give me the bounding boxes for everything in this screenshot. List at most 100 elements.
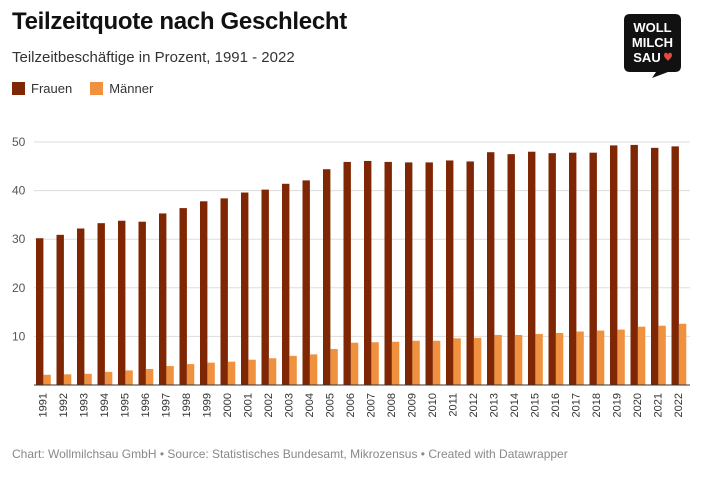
x-tick-label: 2017	[570, 393, 582, 417]
bar-maenner	[227, 361, 236, 385]
bar-maenner	[535, 333, 543, 385]
x-tick-label: 1993	[78, 393, 90, 417]
bar-frauen	[241, 192, 249, 385]
bar-frauen	[569, 152, 577, 385]
x-tick-label: 2019	[611, 393, 623, 417]
bar-frauen	[528, 151, 536, 385]
bar-maenner	[268, 358, 277, 385]
bar-frauen	[364, 160, 372, 385]
bar-frauen	[118, 220, 126, 385]
bar-frauen	[384, 161, 392, 385]
bar-maenner	[391, 341, 400, 385]
bar-maenner	[432, 340, 441, 385]
x-tick-label: 2018	[591, 393, 603, 417]
bar-maenner	[371, 342, 379, 385]
bar-maenner	[186, 364, 195, 385]
y-tick-label: 10	[12, 329, 26, 343]
x-tick-label: 2005	[324, 393, 336, 417]
bar-frauen	[302, 180, 310, 385]
bar-frauen	[507, 154, 515, 385]
bar-maenner	[453, 338, 461, 385]
legend-label-maenner: Männer	[109, 81, 154, 96]
x-tick-label: 2011	[447, 393, 459, 417]
x-tick-label: 2006	[345, 393, 357, 417]
bar-maenner	[330, 349, 338, 385]
bar-maenner	[658, 325, 666, 385]
bar-maenner	[104, 371, 113, 385]
x-tick-label: 2013	[488, 393, 500, 417]
bar-maenner	[309, 354, 318, 385]
y-tick-label: 20	[12, 281, 26, 295]
bar-maenner	[125, 370, 133, 385]
x-tick-label: 1994	[99, 393, 111, 417]
bar-frauen	[446, 160, 454, 385]
y-tick-label: 50	[12, 135, 26, 149]
bar-maenner	[166, 366, 174, 385]
legend-swatch-frauen	[12, 82, 25, 95]
bar-maenner	[84, 373, 92, 385]
x-tick-label: 2001	[242, 393, 254, 417]
legend-item-frauen: Frauen	[12, 81, 72, 96]
logo-line-2: MILCH	[632, 35, 673, 50]
bar-frauen	[179, 208, 187, 385]
bar-frauen	[343, 161, 351, 385]
bar-frauen	[97, 223, 105, 385]
bar-frauen	[159, 213, 167, 385]
bar-frauen	[36, 238, 44, 385]
bar-frauen	[77, 228, 85, 385]
x-tick-label: 1992	[58, 393, 70, 417]
bar-maenner	[289, 355, 297, 385]
x-tick-label: 1997	[160, 393, 172, 417]
bar-maenner	[145, 368, 154, 385]
bar-frauen	[610, 145, 618, 385]
x-tick-label: 1991	[37, 393, 49, 417]
x-tick-label: 2009	[406, 393, 418, 417]
bar-frauen	[220, 198, 228, 385]
bar-maenner	[637, 326, 646, 385]
chart-subtitle: Teilzeitbeschäftige in Prozent, 1991 - 2…	[12, 49, 295, 66]
bar-maenner	[555, 332, 564, 385]
bar-frauen	[56, 234, 64, 385]
bar-maenner	[514, 334, 523, 385]
bar-maenner	[207, 362, 215, 385]
x-tick-label: 2022	[673, 393, 685, 417]
x-tick-label: 2014	[509, 393, 521, 417]
x-tick-label: 1999	[201, 393, 213, 417]
x-tick-label: 2021	[652, 393, 664, 417]
bar-frauen	[425, 162, 433, 385]
x-tick-label: 2012	[468, 393, 480, 417]
bar-frauen	[323, 169, 331, 385]
x-tick-label: 2004	[304, 393, 316, 417]
x-tick-label: 2002	[263, 393, 275, 417]
x-tick-label: 2007	[365, 393, 377, 417]
bar-maenner	[350, 342, 359, 385]
x-tick-label: 1995	[119, 393, 131, 417]
logo-line-3: SAU	[633, 50, 660, 65]
bar-frauen	[466, 161, 474, 385]
bar-frauen	[405, 162, 413, 385]
bar-frauen	[671, 146, 679, 385]
bar-frauen	[630, 144, 638, 385]
bar-maenner	[412, 340, 420, 385]
bar-frauen	[589, 152, 597, 385]
bar-maenner	[596, 330, 605, 385]
wollmilchsau-logo: WOLL MILCH SAU	[624, 14, 681, 78]
logo-line-1: WOLL	[633, 20, 671, 35]
bar-frauen	[282, 183, 290, 385]
legend-item-maenner: Männer	[90, 81, 153, 96]
x-tick-label: 2020	[632, 393, 644, 417]
bar-frauen	[548, 153, 556, 385]
bar-maenner	[63, 374, 72, 385]
bar-frauen	[261, 189, 269, 385]
bar-maenner	[494, 334, 502, 385]
bar-frauen	[487, 152, 495, 385]
bar-frauen	[138, 221, 146, 385]
x-tick-label: 2008	[386, 393, 398, 417]
x-tick-label: 2003	[283, 393, 295, 417]
x-tick-label: 2016	[550, 393, 562, 417]
bar-frauen	[651, 147, 659, 385]
legend-swatch-maenner	[90, 82, 104, 95]
bar-maenner	[43, 374, 51, 385]
bar-chart: 10 20 30 40 50 1991 1992 1993 1994 1995 1996 1997 19…	[12, 135, 690, 417]
heart-icon	[664, 52, 672, 61]
